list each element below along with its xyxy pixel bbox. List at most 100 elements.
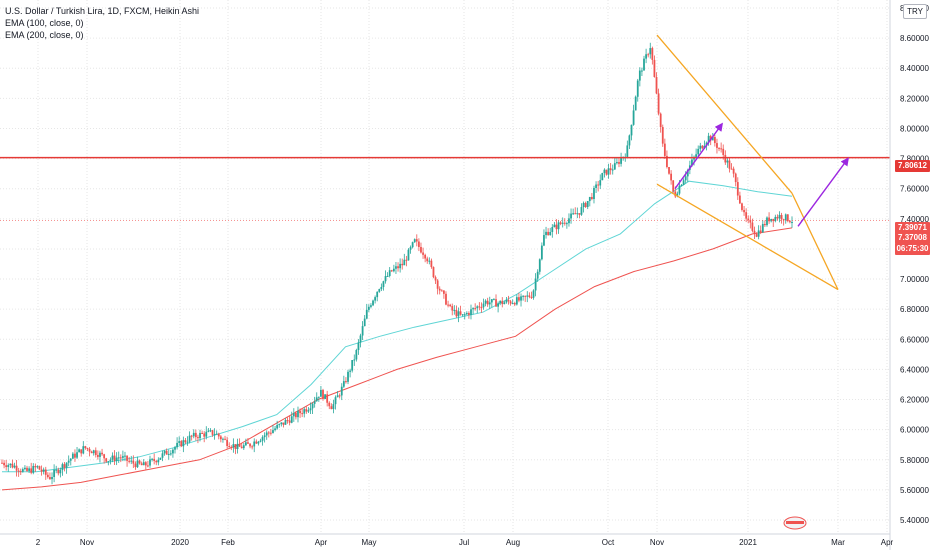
candle-body [590,196,593,199]
candle-body [226,439,229,447]
candle-body [440,290,443,292]
candle-body [280,422,283,425]
candle-body [572,213,575,215]
candle-body [30,468,33,473]
candle-body [559,222,562,224]
candle-body [595,184,597,188]
candle-body [388,270,391,276]
candle-body [634,96,637,111]
drawings [0,34,890,291]
candle-body [697,148,700,155]
candle-body [382,281,385,288]
time-tick-label: Nov [80,538,94,547]
candle-body [711,136,714,141]
candle-body [15,465,18,471]
candle-body [282,422,285,425]
candle-body [761,223,764,233]
price-tick-label: 6.60000 [900,335,929,344]
candle-body [526,295,529,297]
candle-body [357,342,360,351]
candle-body [228,446,231,448]
candle-body [672,180,675,192]
candle-body [124,455,126,457]
candle-body [286,420,289,422]
candle-body [317,396,320,398]
candle-body [165,450,168,455]
candle-body [205,431,208,437]
time-axis[interactable]: 2 Nov 2020 Feb Apr May Jul Aug Oct Nov 2021 Mar Apr [36,538,894,547]
candle-body [63,464,66,468]
candle-body [290,416,293,423]
price-axis[interactable]: 8.800008.600008.400008.200008.000007.800… [900,4,929,525]
candle-body [224,438,226,440]
candle-body [209,430,212,432]
candle-body [707,135,710,143]
candle-body [490,299,493,303]
chart-legend: U.S. Dollar / Turkish Lira, 1D, FXCM, He… [5,5,199,41]
candle-body [376,291,379,298]
candle-body [620,158,622,164]
candle-body [342,381,345,387]
candle-body [313,401,316,404]
candle-body [34,465,37,468]
candle-body [113,455,116,461]
candle-body [609,168,612,171]
candle-body [501,300,504,305]
level-price-tag: 7.80612 [895,160,930,172]
candle-body [399,263,402,269]
candle-body [451,306,454,311]
candle-body [557,222,560,230]
last-price-tag: 7.39071 [895,222,930,234]
candle-body [57,469,60,474]
candle-body [59,469,62,474]
candle-body [332,404,335,410]
candle-body [96,454,99,457]
candle-body [422,252,424,255]
candle-body [534,278,537,291]
legend-ema100: EMA (100, close, 0) [5,18,84,28]
candle-body [611,169,614,171]
price-tick-label: 8.60000 [900,34,929,43]
candle-body [7,465,10,468]
candle-body [701,145,704,149]
candle-body [297,410,299,418]
candle-body [730,168,733,170]
candle-body [686,169,689,177]
candle-body [119,457,122,459]
candle-body [509,301,512,304]
candle-body [242,445,245,449]
price-tick-label: 5.60000 [900,486,929,495]
candle-body [518,297,520,301]
candle-body [457,311,460,317]
projection-arrow-2 [797,157,849,227]
candle-body [244,442,247,446]
candle-body [547,231,550,236]
candle-body [574,213,577,215]
candle-body [563,222,566,224]
candle-body [789,221,791,223]
candle-body [159,457,162,460]
candle-body [69,458,72,461]
candle-body [745,212,748,219]
candle-body [153,458,156,461]
candle-body [691,159,693,166]
candle-body [718,147,720,149]
candles [1,42,793,485]
candle-body [499,300,502,304]
price-tick-label: 6.00000 [900,426,929,435]
candle-body [786,214,789,222]
candle-body [445,293,447,305]
candle-body [593,187,595,199]
candle-body [568,218,570,224]
candle-body [101,452,103,455]
candle-body [420,246,422,253]
currency-button[interactable]: TRY [903,4,927,19]
candle-body [363,318,366,327]
candle-body [643,58,645,71]
candle-body [755,234,758,237]
candle-body [426,258,429,262]
candle-body [84,446,87,449]
candle-body [288,420,291,423]
price-tick-label: 5.40000 [900,516,929,525]
